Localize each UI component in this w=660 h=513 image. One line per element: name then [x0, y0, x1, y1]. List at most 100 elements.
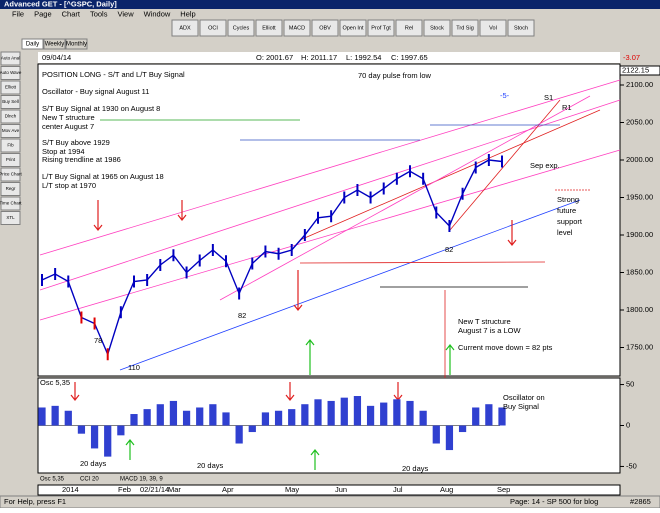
- x-label: Apr: [222, 485, 234, 494]
- y-tick-label: 2100.00: [626, 80, 653, 89]
- x-label: Aug: [440, 485, 453, 494]
- ohlc: L: 1992.54: [346, 53, 381, 62]
- toolbar-button[interactable]: [255, 19, 283, 37]
- ohlc: O: 2001.67: [256, 53, 293, 62]
- side-tool[interactable]: [0, 211, 21, 225]
- annotation: center August 7: [42, 122, 94, 131]
- toolbar-button[interactable]: [507, 19, 535, 37]
- toolbar-button[interactable]: [367, 19, 395, 37]
- side-tool-label: Print: [6, 157, 16, 162]
- toolbar-label: Trd Sig: [456, 25, 474, 31]
- osc-bar: [353, 396, 362, 426]
- menu-item[interactable]: File: [12, 9, 24, 18]
- annotation: Oscillator - Buy signal August 11: [42, 87, 149, 96]
- side-tool[interactable]: [0, 95, 21, 109]
- side-tool[interactable]: [0, 153, 21, 167]
- bottom-tab[interactable]: Osc 5,35: [40, 477, 65, 483]
- menu-item[interactable]: Page: [34, 9, 52, 18]
- osc-bar: [485, 404, 493, 426]
- annotation: August 7 is a LOW: [458, 326, 521, 335]
- y-tick-label: 1750.00: [626, 342, 653, 351]
- status-help: For Help, press F1: [4, 497, 66, 506]
- channel-lines: [39, 79, 621, 378]
- tab[interactable]: [21, 38, 44, 50]
- osc-bar: [182, 410, 191, 426]
- osc-bar: [196, 407, 204, 426]
- annotation: Oscillator on: [503, 393, 545, 402]
- x-label: Mar: [168, 485, 181, 494]
- toolbar-button[interactable]: [227, 19, 255, 37]
- ohlc: C: 1997.65: [391, 53, 428, 62]
- toolbar-button[interactable]: [423, 19, 451, 37]
- menu-item[interactable]: View: [117, 9, 134, 18]
- annotation: 82: [445, 245, 453, 254]
- menu-item[interactable]: Window: [144, 9, 171, 18]
- osc-bar: [419, 410, 427, 426]
- toolbar-label: Prof Tgt: [371, 25, 391, 31]
- side-tool[interactable]: [0, 51, 21, 66]
- annotation: S1: [544, 93, 553, 102]
- y-tick-label: 1900.00: [626, 230, 653, 239]
- osc-bar: [77, 425, 86, 434]
- side-tool[interactable]: [0, 196, 21, 211]
- osc-bar: [498, 407, 506, 426]
- osc-bar: [288, 409, 296, 426]
- annotation: New T structure: [42, 113, 95, 122]
- osc-bar: [406, 400, 414, 426]
- side-tool-label: Elliott: [5, 85, 17, 90]
- price-panel: [37, 63, 621, 377]
- side-tool[interactable]: [0, 109, 21, 124]
- toolbar-button[interactable]: [339, 19, 367, 37]
- tab-label: Weekly: [45, 42, 65, 48]
- x-label: Feb: [118, 485, 131, 494]
- y-tick-label: 1850.00: [626, 267, 653, 276]
- toolbar-label: Open Int: [342, 25, 364, 31]
- toolbar-label: Cycles: [233, 25, 250, 31]
- toolbar-button[interactable]: [283, 19, 311, 37]
- tab[interactable]: [43, 38, 66, 50]
- side-tool[interactable]: [0, 182, 21, 196]
- tab[interactable]: [65, 38, 88, 50]
- last-price: 2122.15: [622, 65, 649, 74]
- annotation: 82: [238, 311, 246, 320]
- toolbar-button[interactable]: [451, 19, 479, 37]
- toolbar-button[interactable]: [171, 19, 199, 37]
- toolbar-button[interactable]: [479, 19, 507, 37]
- osc-bar: [248, 425, 256, 433]
- annotation: level: [557, 228, 573, 237]
- bottom-tab[interactable]: MACD 19, 39, 9: [120, 477, 163, 483]
- osc-bar: [143, 409, 151, 426]
- side-tool-label: Time Chart: [0, 201, 22, 206]
- annotation: POSITION LONG - S/T and L/T Buy Signal: [42, 70, 185, 79]
- menu-item[interactable]: Help: [180, 9, 195, 18]
- side-tool[interactable]: [0, 80, 21, 95]
- osc-bar: [104, 425, 112, 457]
- osc-bar: [90, 425, 99, 449]
- annotation: Current move down = 82 pts: [458, 343, 553, 352]
- x-label: Jul: [393, 485, 403, 494]
- annotation: -5-: [500, 91, 510, 100]
- side-tool[interactable]: [0, 66, 21, 80]
- annotation: 20 days: [402, 464, 429, 473]
- annotation: Strong: [557, 195, 579, 204]
- last-price-box: [619, 65, 660, 76]
- osc-tick-label: -50: [626, 461, 637, 470]
- side-tool[interactable]: [0, 138, 21, 153]
- side-tool-label: Fib: [7, 143, 14, 148]
- status-page: Page: 14 - SP 500 for blog: [510, 497, 598, 506]
- menu-item[interactable]: Tools: [90, 9, 108, 18]
- toolbar-button[interactable]: [395, 19, 423, 37]
- osc-bar: [366, 405, 375, 426]
- menu-item[interactable]: Chart: [62, 9, 81, 18]
- osc-bar: [222, 412, 230, 426]
- toolbar-button[interactable]: [311, 19, 339, 37]
- bottom-tab[interactable]: CCI 20: [80, 477, 99, 483]
- toolbar-button[interactable]: [199, 19, 227, 37]
- side-tool[interactable]: [0, 167, 21, 182]
- osc-bar: [209, 404, 217, 426]
- annotation: Stop at 1994: [42, 147, 85, 156]
- osc-bar: [261, 412, 270, 426]
- side-tool[interactable]: [0, 124, 21, 138]
- annotation: 110: [128, 363, 140, 372]
